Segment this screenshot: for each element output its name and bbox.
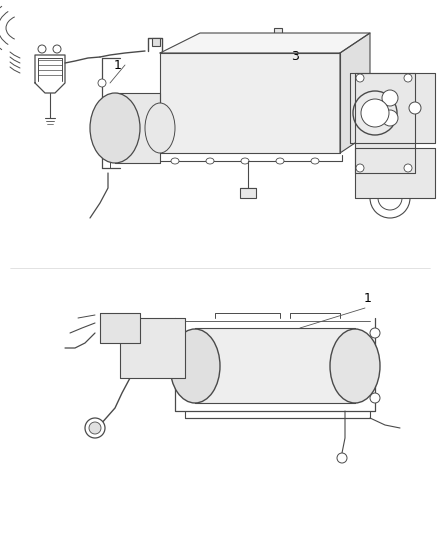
Polygon shape	[354, 148, 434, 198]
Ellipse shape	[170, 329, 219, 403]
Text: 2: 2	[354, 77, 362, 90]
Text: 1: 1	[114, 59, 122, 71]
Ellipse shape	[145, 103, 175, 153]
Ellipse shape	[98, 139, 106, 147]
Ellipse shape	[352, 91, 396, 135]
Ellipse shape	[240, 158, 248, 164]
Ellipse shape	[276, 158, 283, 164]
Text: 1: 1	[363, 292, 371, 305]
Ellipse shape	[403, 74, 411, 82]
Ellipse shape	[98, 79, 106, 87]
Ellipse shape	[360, 99, 388, 127]
Ellipse shape	[355, 74, 363, 82]
Ellipse shape	[85, 418, 105, 438]
Ellipse shape	[171, 158, 179, 164]
Ellipse shape	[377, 186, 401, 210]
Ellipse shape	[89, 422, 101, 434]
Polygon shape	[159, 33, 369, 53]
Ellipse shape	[408, 102, 420, 114]
Polygon shape	[120, 318, 184, 378]
Ellipse shape	[369, 328, 379, 338]
Bar	[273, 28, 281, 38]
Polygon shape	[339, 33, 369, 153]
Polygon shape	[115, 93, 159, 163]
Polygon shape	[159, 53, 339, 153]
Ellipse shape	[403, 164, 411, 172]
Ellipse shape	[310, 158, 318, 164]
Polygon shape	[354, 73, 414, 173]
Ellipse shape	[53, 45, 61, 53]
Ellipse shape	[381, 90, 397, 106]
Ellipse shape	[369, 393, 379, 403]
Text: 3: 3	[290, 50, 298, 63]
Ellipse shape	[329, 329, 379, 403]
Polygon shape	[194, 328, 354, 403]
Bar	[152, 38, 159, 46]
Ellipse shape	[38, 45, 46, 53]
Polygon shape	[100, 313, 140, 343]
Ellipse shape	[90, 93, 140, 163]
Ellipse shape	[272, 33, 283, 43]
Bar	[240, 188, 255, 198]
Ellipse shape	[336, 453, 346, 463]
Ellipse shape	[355, 164, 363, 172]
Polygon shape	[349, 73, 434, 143]
Ellipse shape	[381, 110, 397, 126]
Ellipse shape	[205, 158, 213, 164]
